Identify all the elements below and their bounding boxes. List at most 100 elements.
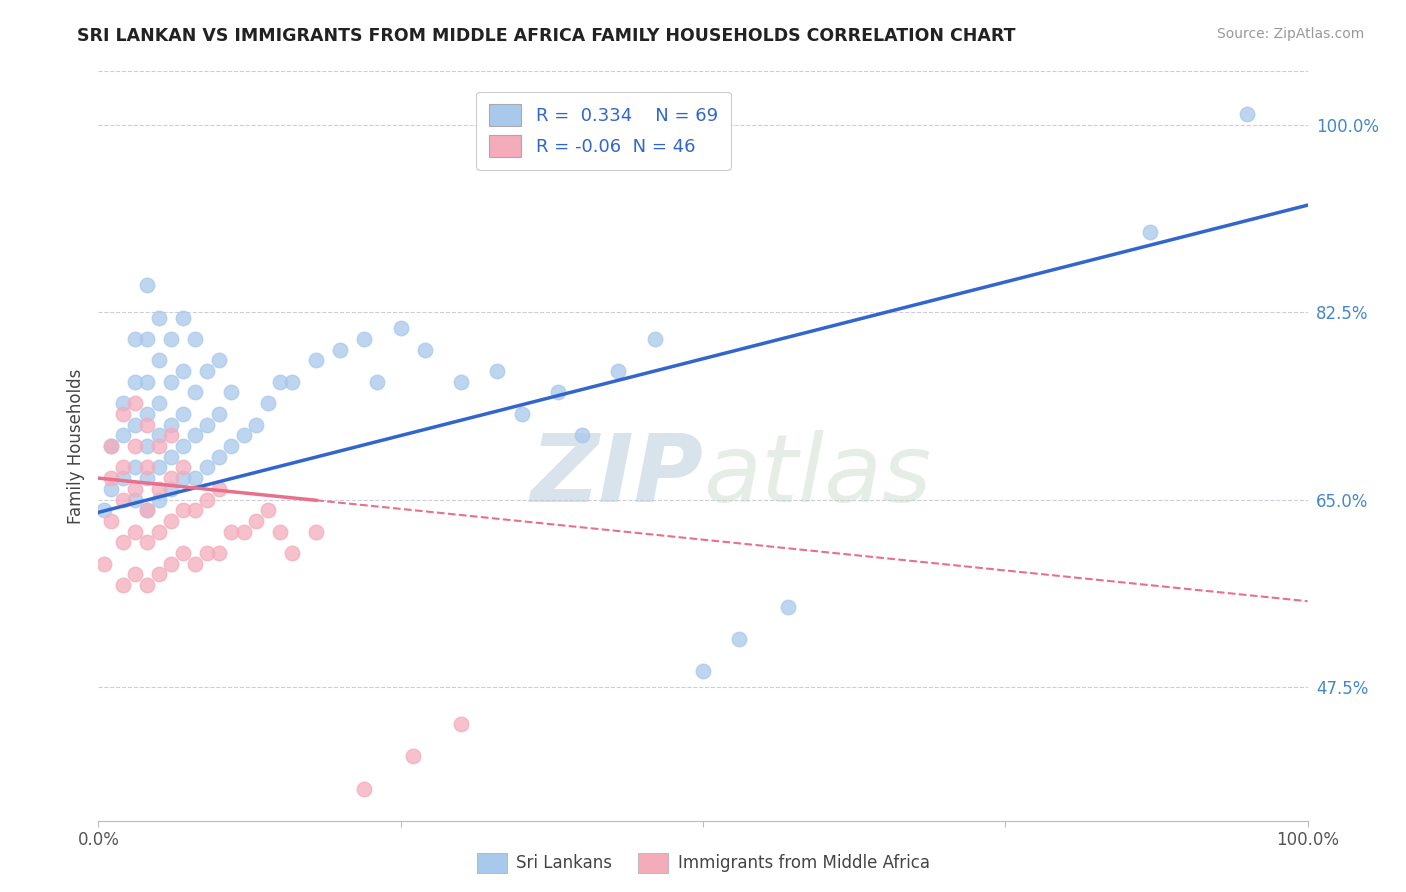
Point	[135, 535, 157, 549]
Point	[93, 503, 115, 517]
Point	[256, 396, 278, 410]
Point	[172, 407, 194, 421]
Point	[148, 482, 170, 496]
Point	[172, 546, 194, 560]
Point	[692, 664, 714, 678]
Point	[644, 332, 666, 346]
Text: Source: ZipAtlas.com: Source: ZipAtlas.com	[1216, 27, 1364, 41]
Point	[208, 450, 231, 464]
Point	[124, 460, 146, 475]
Point	[135, 503, 157, 517]
Point	[172, 503, 194, 517]
Point	[111, 396, 134, 410]
Point	[256, 503, 278, 517]
Point	[329, 343, 352, 357]
Point	[148, 396, 170, 410]
Point	[160, 471, 183, 485]
Point	[172, 460, 194, 475]
Point	[135, 278, 157, 293]
Point	[184, 557, 207, 571]
Point	[100, 482, 122, 496]
Legend: Sri Lankans, Immigrants from Middle Africa: Sri Lankans, Immigrants from Middle Afri…	[470, 847, 936, 880]
Text: SRI LANKAN VS IMMIGRANTS FROM MIDDLE AFRICA FAMILY HOUSEHOLDS CORRELATION CHART: SRI LANKAN VS IMMIGRANTS FROM MIDDLE AFR…	[77, 27, 1015, 45]
Point	[160, 557, 183, 571]
Point	[232, 428, 254, 442]
Point	[148, 310, 170, 325]
Point	[353, 781, 375, 796]
Point	[135, 417, 157, 432]
Point	[160, 428, 183, 442]
Point	[172, 439, 194, 453]
Point	[124, 492, 146, 507]
Point	[184, 428, 207, 442]
Y-axis label: Family Households: Family Households	[66, 368, 84, 524]
Point	[450, 717, 472, 731]
Point	[100, 471, 122, 485]
Point	[100, 439, 122, 453]
Point	[172, 364, 194, 378]
Point	[571, 428, 593, 442]
Point	[195, 364, 218, 378]
Point	[124, 375, 146, 389]
Point	[607, 364, 630, 378]
Point	[776, 599, 799, 614]
Point	[281, 546, 304, 560]
Point	[245, 514, 267, 528]
Point	[160, 482, 183, 496]
Point	[148, 428, 170, 442]
Point	[160, 332, 183, 346]
Point	[547, 385, 569, 400]
Point	[728, 632, 751, 646]
Point	[366, 375, 388, 389]
Point	[100, 439, 122, 453]
Point	[413, 343, 436, 357]
Point	[195, 460, 218, 475]
Point	[184, 471, 207, 485]
Point	[160, 514, 183, 528]
Point	[450, 375, 472, 389]
Point	[100, 514, 122, 528]
Point	[1139, 225, 1161, 239]
Point	[305, 353, 328, 368]
Point	[221, 439, 243, 453]
Text: ZIP: ZIP	[530, 430, 703, 522]
Point	[1236, 107, 1258, 121]
Point	[305, 524, 328, 539]
Point	[135, 578, 157, 592]
Point	[124, 396, 146, 410]
Point	[111, 428, 134, 442]
Point	[269, 375, 291, 389]
Point	[510, 407, 533, 421]
Point	[135, 375, 157, 389]
Point	[221, 385, 243, 400]
Point	[402, 749, 425, 764]
Point	[184, 503, 207, 517]
Point	[111, 535, 134, 549]
Point	[269, 524, 291, 539]
Point	[135, 407, 157, 421]
Point	[184, 332, 207, 346]
Point	[172, 310, 194, 325]
Point	[111, 407, 134, 421]
Point	[124, 439, 146, 453]
Point	[111, 578, 134, 592]
Point	[245, 417, 267, 432]
Point	[111, 471, 134, 485]
Point	[124, 332, 146, 346]
Point	[135, 460, 157, 475]
Point	[160, 450, 183, 464]
Point	[135, 471, 157, 485]
Point	[135, 332, 157, 346]
Point	[195, 546, 218, 560]
Point	[195, 492, 218, 507]
Point	[148, 524, 170, 539]
Point	[135, 503, 157, 517]
Point	[208, 407, 231, 421]
Point	[111, 460, 134, 475]
Point	[124, 567, 146, 582]
Point	[208, 546, 231, 560]
Point	[160, 417, 183, 432]
Point	[124, 417, 146, 432]
Point	[135, 439, 157, 453]
Point	[281, 375, 304, 389]
